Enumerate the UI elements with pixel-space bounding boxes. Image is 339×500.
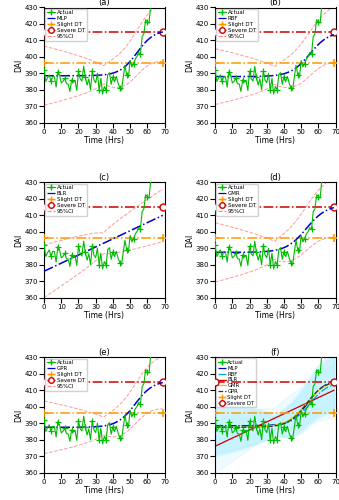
Title: (b): (b) [270, 0, 281, 6]
Y-axis label: DAI: DAI [14, 234, 23, 246]
Legend: Actual, GMR, Slight DT, Severe DT, 95%CI: Actual, GMR, Slight DT, Severe DT, 95%CI [216, 184, 258, 216]
Y-axis label: DAI: DAI [185, 408, 194, 422]
Title: (c): (c) [99, 172, 110, 182]
Title: (d): (d) [270, 172, 281, 182]
X-axis label: Time (Hrs): Time (Hrs) [255, 311, 295, 320]
X-axis label: Time (Hrs): Time (Hrs) [84, 311, 124, 320]
Legend: Actual, GPR, Slight DT, Severe DT, 95%CI: Actual, GPR, Slight DT, Severe DT, 95%CI [45, 358, 87, 391]
X-axis label: Time (Hrs): Time (Hrs) [255, 486, 295, 495]
Y-axis label: DAI: DAI [185, 234, 194, 246]
Legend: Actual, RBF, Slight DT, Severe DT, 95%CI: Actual, RBF, Slight DT, Severe DT, 95%CI [216, 8, 258, 41]
Legend: Actual, MLP, RBF, BLR, GMR, GPR, Slight DT, Severe DT: Actual, MLP, RBF, BLR, GMR, GPR, Slight … [216, 358, 256, 407]
Legend: Actual, BLR, Slight DT, Severe DT, 95%CI: Actual, BLR, Slight DT, Severe DT, 95%CI [45, 184, 87, 216]
Y-axis label: DAI: DAI [185, 58, 194, 71]
X-axis label: Time (Hrs): Time (Hrs) [84, 486, 124, 495]
Y-axis label: DAI: DAI [14, 58, 23, 71]
X-axis label: Time (Hrs): Time (Hrs) [255, 136, 295, 145]
X-axis label: Time (Hrs): Time (Hrs) [84, 136, 124, 145]
Title: (e): (e) [98, 348, 110, 356]
Legend: Actual, MLP, Slight DT, Severe DT, 95%CI: Actual, MLP, Slight DT, Severe DT, 95%CI [45, 8, 87, 41]
Title: (f): (f) [271, 348, 280, 356]
Title: (a): (a) [99, 0, 110, 6]
Y-axis label: DAI: DAI [14, 408, 23, 422]
